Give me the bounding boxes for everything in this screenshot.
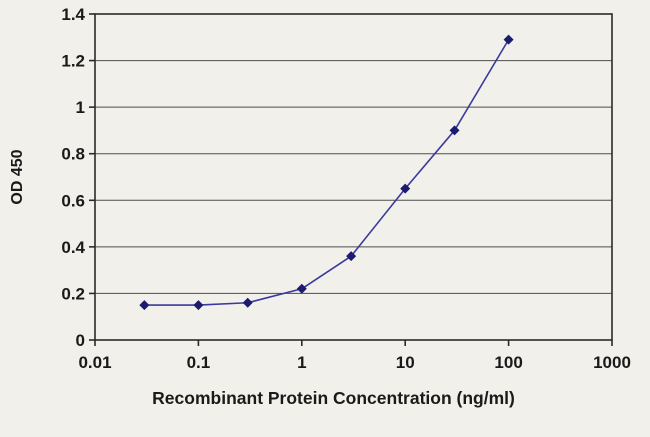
y-axis-label: OD 450 — [9, 149, 26, 204]
data-point-marker — [400, 183, 411, 194]
data-point-marker — [346, 251, 357, 262]
data-point-marker — [242, 297, 253, 308]
series-line — [144, 39, 510, 306]
data-point-marker — [139, 300, 150, 311]
y-tick-label: 1.4 — [61, 5, 85, 24]
x-tick-label: 10 — [396, 353, 415, 372]
y-tick-label: 1 — [76, 98, 85, 117]
y-tick-label: 0 — [76, 331, 85, 350]
y-tick-label: 0.4 — [61, 238, 85, 257]
data-point-marker — [449, 125, 460, 136]
x-tick-label: 0.1 — [187, 353, 211, 372]
y-tick-label: 0.6 — [61, 191, 85, 210]
data-point-marker — [193, 300, 204, 311]
x-tick-label: 100 — [494, 353, 522, 372]
y-tick-label: 0.2 — [61, 284, 85, 303]
y-tick-label: 1.2 — [61, 52, 85, 71]
x-tick-label: 1 — [297, 353, 306, 372]
data-point-marker — [296, 283, 307, 294]
x-axis-label: Recombinant Protein Concentration (ng/ml… — [152, 388, 515, 408]
data-point-marker — [503, 34, 514, 45]
x-tick-label: 0.01 — [78, 353, 111, 372]
plot-border — [94, 13, 613, 341]
y-tick-label: 0.8 — [61, 145, 85, 164]
x-tick-label: 1000 — [593, 353, 631, 372]
